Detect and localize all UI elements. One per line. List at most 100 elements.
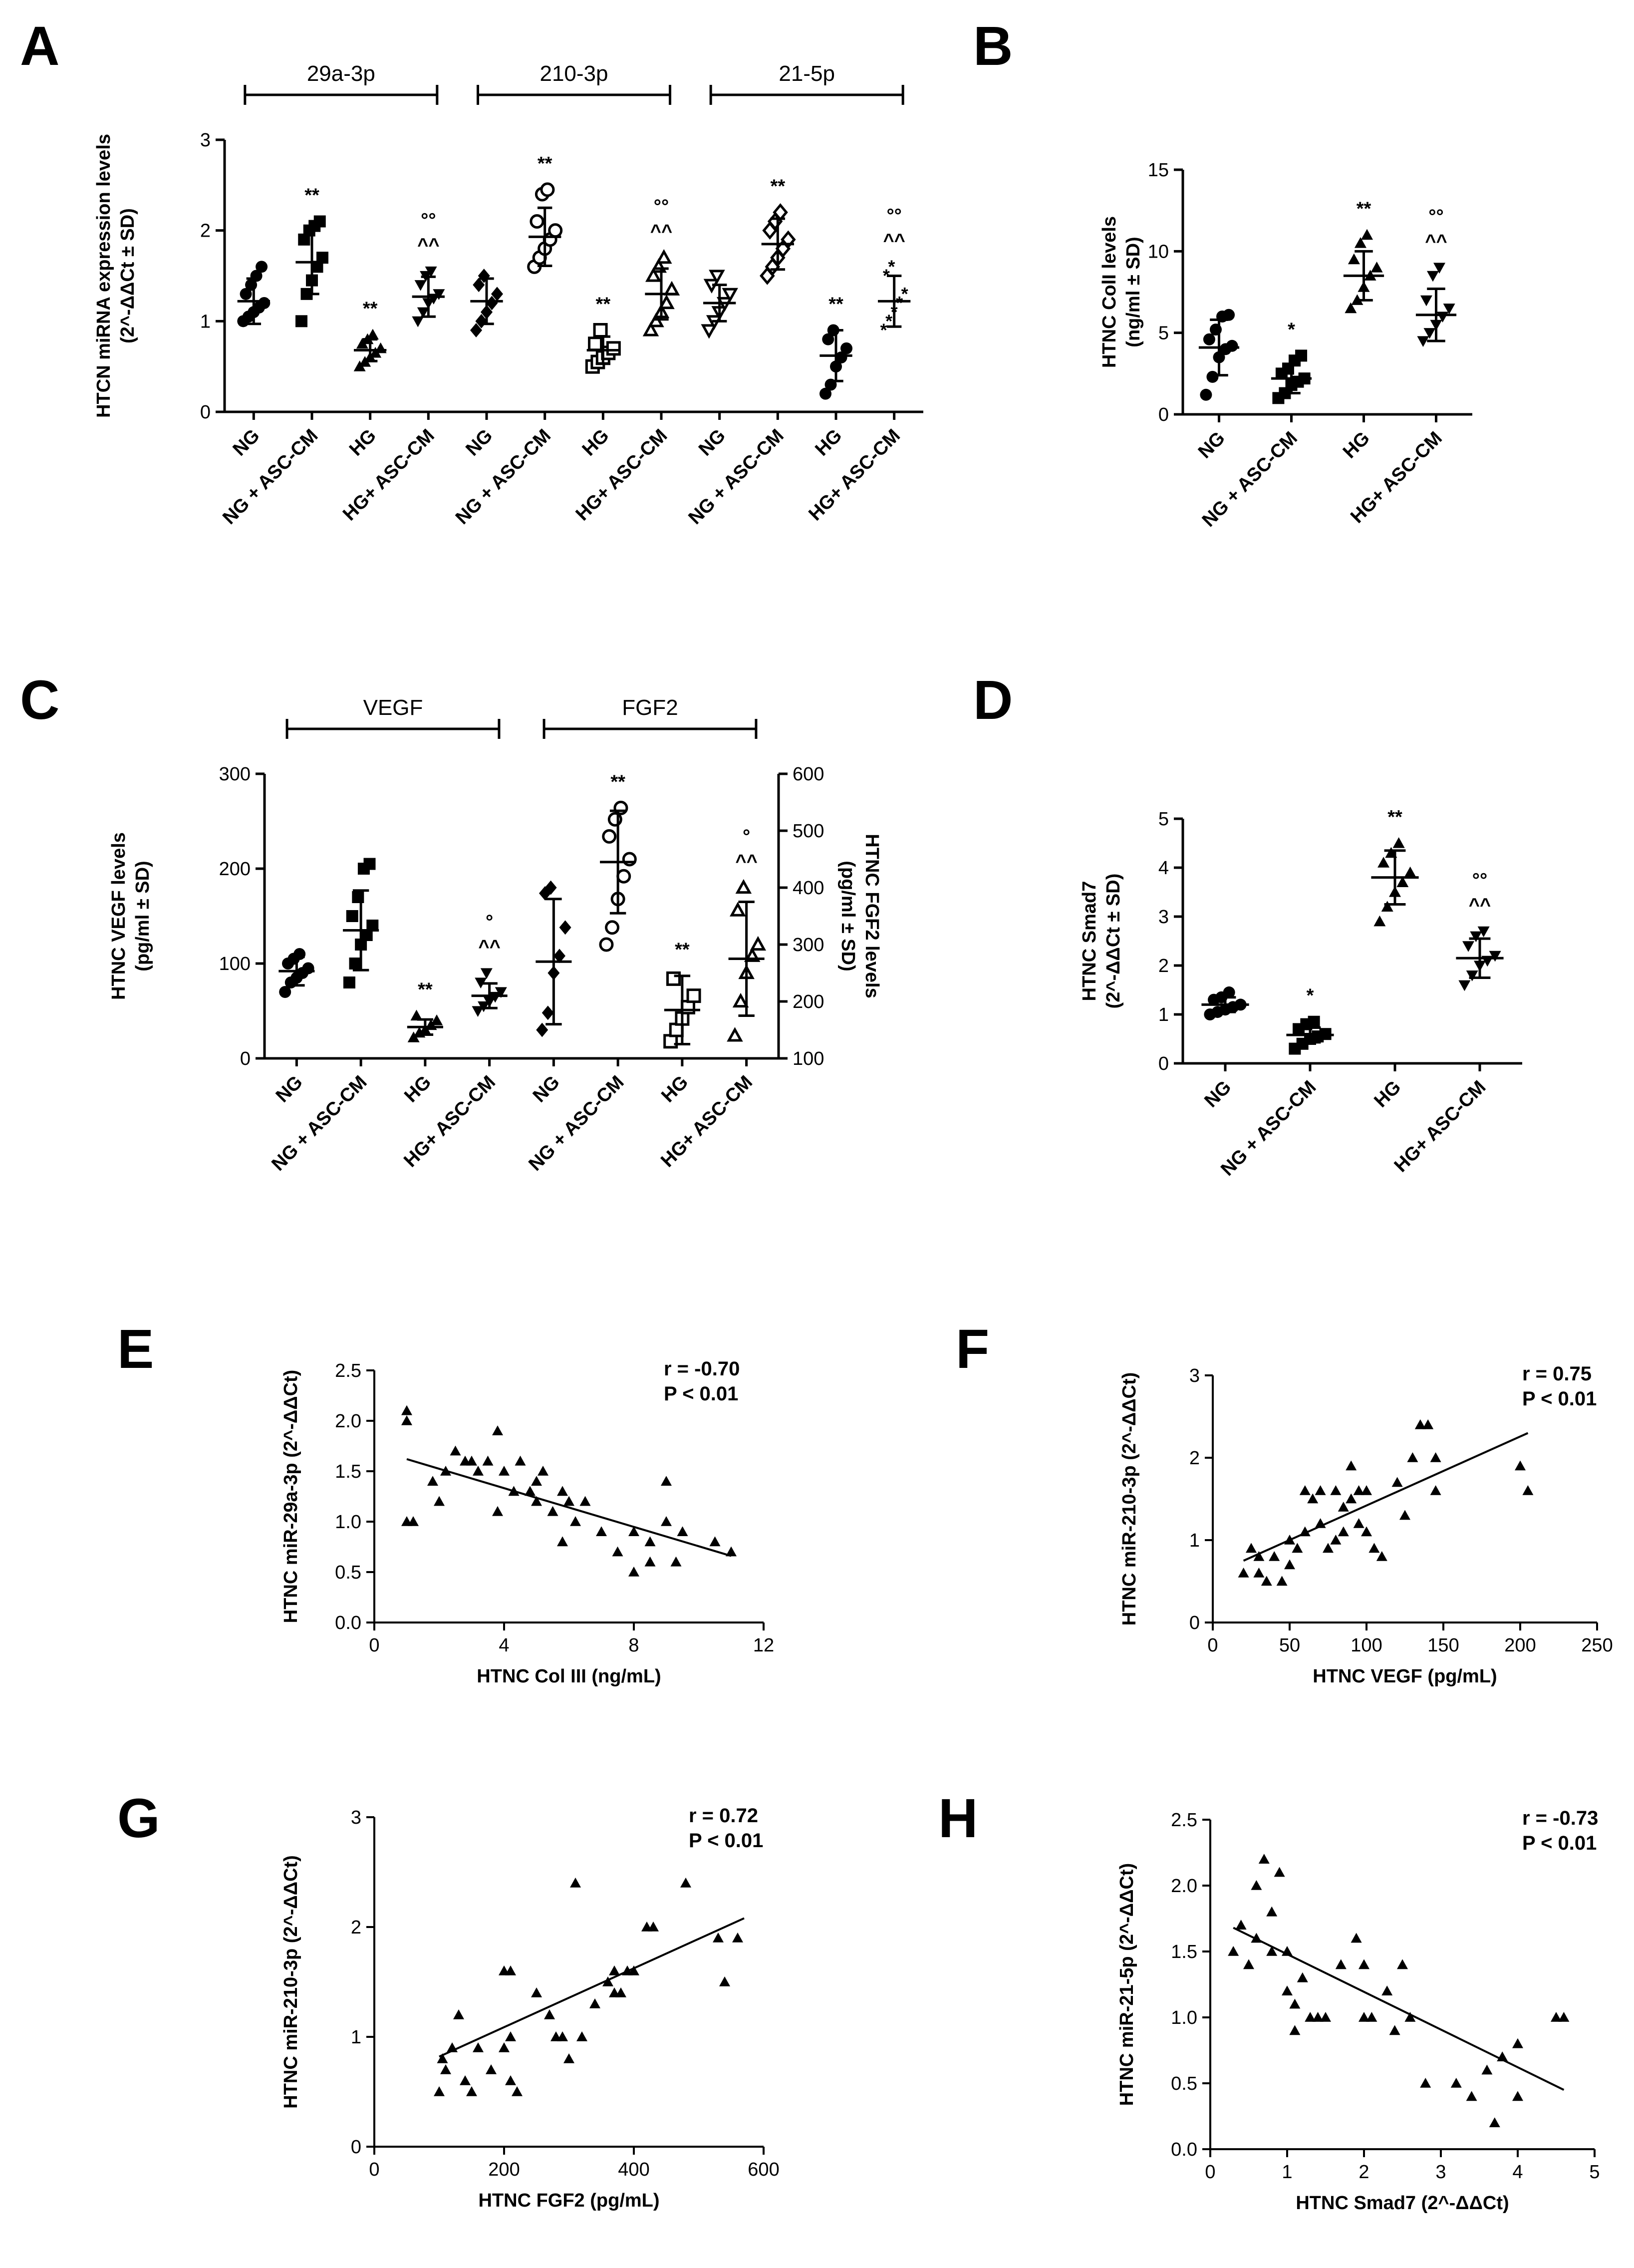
- data-point: [1269, 1551, 1280, 1561]
- y-tick-label: 1.5: [1171, 1942, 1197, 1962]
- data-point: [622, 852, 637, 867]
- data-point: [437, 2053, 448, 2063]
- y-axis-unit: (2^-ΔΔCt ± SD): [117, 208, 138, 343]
- x-tick-label: 3: [1435, 2162, 1446, 2183]
- significance-mark: **: [828, 294, 843, 315]
- data-point: [545, 880, 557, 895]
- significance-mark: ^^: [417, 235, 439, 256]
- significance-mark: ^^: [1425, 231, 1447, 252]
- data-point: [1295, 349, 1308, 362]
- data-point: [1376, 1551, 1387, 1561]
- data-point: [466, 2086, 477, 2096]
- y2-tick-label: 400: [793, 878, 824, 899]
- significance-mark: **: [596, 294, 611, 315]
- significance-mark: **: [1357, 199, 1371, 220]
- data-point: [628, 1567, 639, 1577]
- panel-c-plot: 0 100 200 300 100 200 300 400 500 600 HTNC VEGF le…: [108, 695, 882, 1175]
- data-point: [1353, 1518, 1364, 1528]
- data-point: [1361, 1485, 1372, 1495]
- data-point: [547, 1506, 558, 1516]
- data-point: [478, 1001, 490, 1012]
- group-label: 21-5p: [779, 61, 835, 86]
- data-point: [589, 1998, 600, 2008]
- data-point: [427, 1476, 438, 1486]
- data-point: [366, 328, 379, 340]
- data-point: [615, 1987, 626, 1997]
- data-point: [531, 1987, 542, 1997]
- data-point: [256, 261, 268, 273]
- x-category-label: HG: [811, 425, 846, 460]
- y-tick-label: 4: [1158, 858, 1169, 879]
- data-point: [1361, 1526, 1372, 1537]
- correlation-p: P < 0.01: [1522, 1832, 1597, 1854]
- data-point: [1354, 237, 1366, 248]
- data-point: [414, 280, 427, 291]
- y-tick-label: 5: [1158, 809, 1169, 830]
- y-axis-title: HTNC miR-21-5p (2^-ΔΔCt): [1116, 1863, 1137, 2106]
- y-axis-unit: (2^-ΔΔCt ± SD): [1103, 874, 1124, 1009]
- data-point: [538, 1466, 548, 1476]
- correlation-r: r = 0.72: [689, 1805, 758, 1827]
- x-tick-label: 0: [369, 2159, 379, 2180]
- data-point: [512, 2086, 523, 2096]
- data-point: [605, 920, 620, 935]
- x-category-label: NG: [229, 425, 264, 460]
- data-point: [1200, 388, 1212, 401]
- series-ng-asc-cm: *: [1271, 319, 1312, 404]
- data-point: [727, 1027, 743, 1042]
- y2-axis-unit: (pg/ml ± SD): [837, 861, 858, 971]
- data-point: [557, 2031, 568, 2041]
- data-point: [480, 968, 493, 979]
- data-point: [1458, 980, 1471, 991]
- y-tick-label: 1: [1158, 1004, 1169, 1025]
- x-axis-title: HTNC VEGF (pg/mL): [1313, 1666, 1497, 1687]
- y-axis-title: HTNC miR-210-3p (2^-ΔΔCt): [1119, 1372, 1140, 1626]
- data-point: [1462, 941, 1475, 952]
- data-point: [349, 958, 361, 970]
- data-point: [1397, 1959, 1408, 1969]
- data-point: [1361, 229, 1373, 240]
- data-point: [1289, 2025, 1301, 2035]
- correlation-r: r = -0.73: [1522, 1807, 1598, 1829]
- correlation-r: r = -0.70: [664, 1358, 740, 1380]
- data-point: [642, 322, 659, 336]
- y-tick-label: 3: [1158, 907, 1169, 928]
- significance-mark: ^^: [735, 851, 757, 872]
- data-point: [410, 1009, 423, 1021]
- data-point: [1238, 1568, 1249, 1578]
- data-point: [1289, 1998, 1301, 2009]
- data-point: [531, 1496, 542, 1506]
- y-tick-label: 0.5: [335, 1562, 361, 1583]
- significance-mark: ^^: [650, 221, 672, 242]
- y-tick-label: 2: [200, 221, 211, 242]
- data-point: [1338, 1526, 1349, 1537]
- series-hg-asc-cm: ^^ °: [471, 912, 508, 1017]
- data-point: [1466, 971, 1478, 981]
- data-point: [579, 1496, 591, 1506]
- data-point: [1450, 2078, 1462, 2088]
- significance-mark: **: [771, 176, 786, 197]
- data-point: [722, 288, 738, 303]
- data-point: [1417, 336, 1429, 347]
- data-point: [726, 1546, 737, 1557]
- x-tick-label: 250: [1581, 1635, 1613, 1656]
- series-ng: [536, 880, 572, 1037]
- data-point: [1223, 986, 1235, 998]
- x-tick-label: 0: [369, 1635, 379, 1656]
- series-ng-asc-cm: *: [1286, 985, 1334, 1055]
- y-tick-label: 3: [351, 1807, 361, 1828]
- significance-mark: ^^: [1469, 895, 1491, 916]
- x-tick-label: 150: [1427, 1635, 1459, 1656]
- y-axis-title: HTNC VEGF levels: [108, 832, 129, 1000]
- data-point: [440, 2064, 451, 2074]
- data-point: [1515, 1460, 1526, 1471]
- x-tick-label: 5: [1589, 2162, 1600, 2183]
- data-point: [1389, 2025, 1400, 2035]
- data-point: [1266, 1906, 1278, 1917]
- regression-line: [439, 1917, 745, 2058]
- data-point: *: [888, 256, 895, 277]
- x-category-label: HG: [578, 425, 613, 460]
